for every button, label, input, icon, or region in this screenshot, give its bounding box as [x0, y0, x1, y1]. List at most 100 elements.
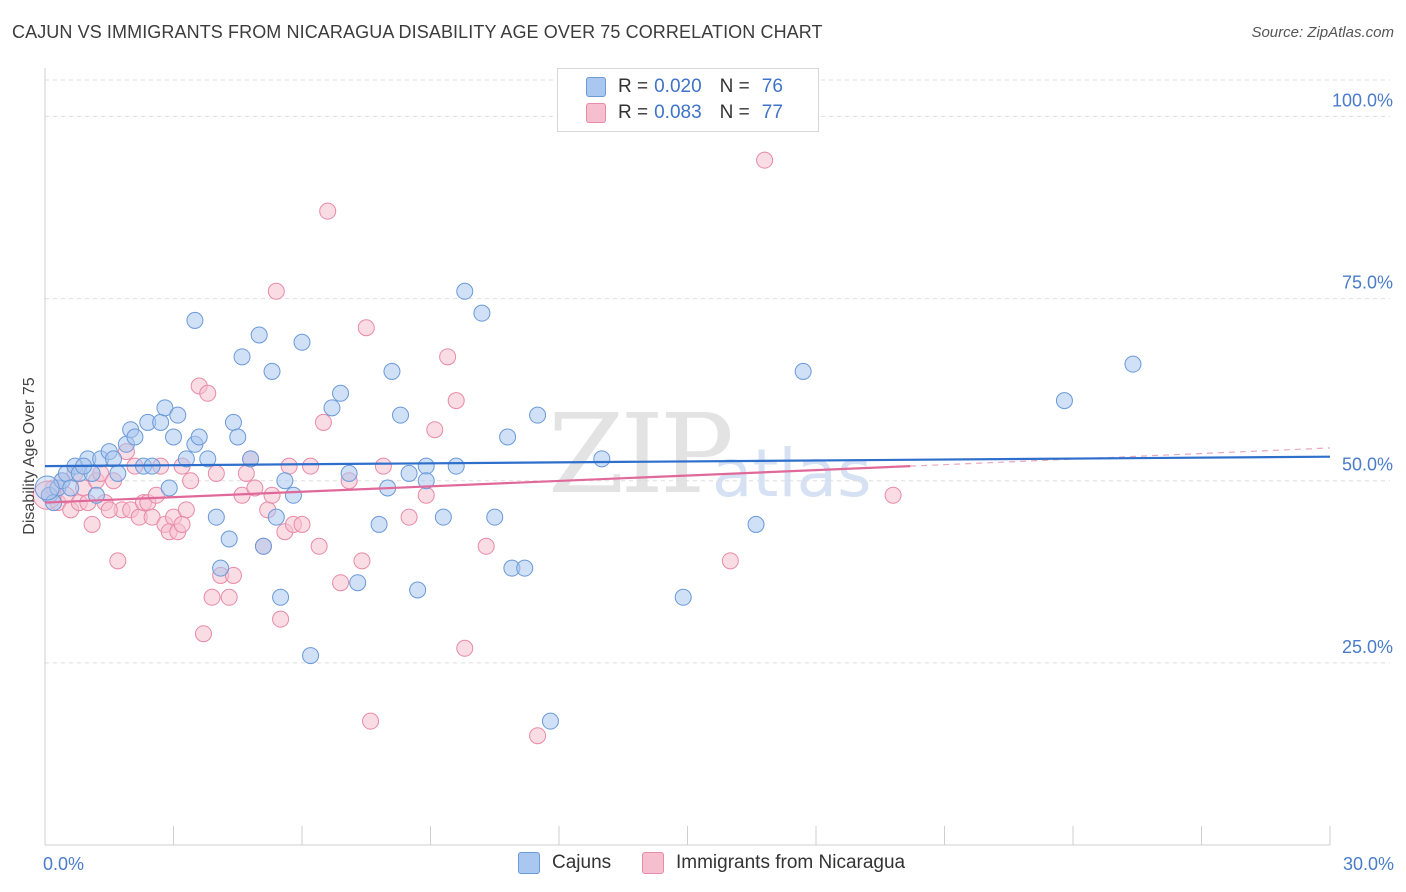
data-point-cajuns — [177, 450, 195, 468]
data-point-nicaragua — [439, 348, 457, 366]
data-point-cajuns — [302, 647, 320, 665]
chart-title: CAJUN VS IMMIGRANTS FROM NICARAGUA DISAB… — [12, 22, 823, 42]
legend-label-cajuns: Cajuns — [552, 852, 612, 873]
data-point-nicaragua — [447, 392, 465, 410]
data-point-nicaragua — [374, 457, 392, 475]
trend-line-cajuns — [44, 455, 1331, 468]
data-point-nicaragua — [353, 552, 371, 570]
legend-item-cajuns: Cajuns — [518, 852, 611, 874]
data-point-nicaragua — [263, 486, 281, 504]
data-point-cajuns — [392, 406, 410, 424]
data-point-cajuns — [169, 406, 187, 424]
trend-line-nicaragua-extension — [910, 447, 1331, 467]
data-point-nicaragua — [194, 625, 212, 643]
data-point-cajuns — [417, 457, 435, 475]
legend-row-cajuns: R = 0.020 N = 76 — [586, 75, 783, 99]
trend-line-nicaragua — [44, 465, 911, 504]
data-point-cajuns — [486, 508, 504, 526]
data-point-nicaragua — [293, 515, 311, 533]
data-point-cajuns — [250, 326, 268, 344]
data-point-cajuns — [156, 399, 174, 417]
data-point-cajuns — [447, 457, 465, 475]
axes — [44, 68, 1331, 846]
data-point-cajuns — [190, 428, 208, 446]
data-point-cajuns — [254, 537, 272, 555]
data-point-cajuns — [160, 479, 178, 497]
data-point-cajuns — [126, 428, 144, 446]
data-point-nicaragua — [417, 486, 435, 504]
data-point-cajuns — [674, 588, 692, 606]
data-point-nicaragua — [267, 282, 285, 300]
data-point-nicaragua — [109, 552, 127, 570]
data-point-nicaragua — [400, 508, 418, 526]
watermark-zip: ZIP — [548, 390, 734, 518]
legend-swatch-pink — [642, 852, 664, 874]
data-point-nicaragua — [884, 486, 902, 504]
x-tick-label-max: 30.0% — [1343, 854, 1394, 874]
legend-r-value: 0.020 — [654, 76, 702, 97]
data-point-cajuns — [516, 559, 534, 577]
data-point-nicaragua — [173, 515, 191, 533]
data-point-nicaragua — [332, 574, 350, 592]
legend-n-label: N = — [719, 76, 750, 97]
data-point-nicaragua — [237, 464, 255, 482]
data-point-cajuns — [284, 486, 302, 504]
tick-labels: 25.0% 50.0% 75.0% 100.0% 0.0% 30.0% — [43, 90, 1394, 874]
legend-label-nicaragua: Immigrants from Nicaragua — [676, 852, 906, 873]
data-point-cajuns — [370, 515, 388, 533]
legend-r-label: R = — [618, 102, 649, 123]
data-point-nicaragua — [357, 319, 375, 337]
y-tick-label: 75.0% — [1342, 273, 1393, 293]
y-tick-label: 50.0% — [1342, 455, 1393, 475]
data-point-cajuns — [541, 712, 559, 730]
data-point-nicaragua — [280, 457, 298, 475]
data-point-cajuns — [186, 311, 204, 329]
data-point-nicaragua — [319, 202, 337, 220]
data-point-cajuns — [499, 428, 517, 446]
data-point-cajuns — [323, 399, 341, 417]
data-point-cajuns — [233, 348, 251, 366]
data-point-cajuns — [105, 450, 123, 468]
y-tick-label: 100.0% — [1332, 90, 1393, 110]
data-point-cajuns — [267, 508, 285, 526]
data-point-cajuns — [224, 413, 242, 431]
data-point-nicaragua — [426, 421, 444, 439]
data-point-nicaragua — [272, 610, 290, 628]
data-point-cajuns — [165, 428, 182, 446]
data-point-cajuns — [212, 559, 230, 577]
y-tick-label: 25.0% — [1342, 637, 1393, 657]
data-point-nicaragua — [756, 151, 774, 169]
data-point-cajuns — [409, 581, 427, 599]
series-legend: Cajuns Immigrants from Nicaragua — [0, 852, 1406, 878]
data-point-cajuns — [400, 464, 418, 482]
data-point-nicaragua — [302, 457, 320, 475]
legend-swatch-blue — [586, 77, 606, 97]
series-immigrants-from-nicaragua — [32, 151, 902, 745]
data-point-cajuns — [272, 588, 290, 606]
data-point-nicaragua — [456, 639, 474, 657]
data-point-cajuns — [473, 304, 491, 322]
data-point-nicaragua — [182, 472, 200, 490]
data-point-cajuns — [794, 362, 812, 380]
correlation-legend: R = 0.020 N = 76 R = 0.083 N = 77 — [557, 68, 819, 132]
data-point-cajuns — [276, 472, 294, 490]
data-point-cajuns — [434, 508, 452, 526]
data-point-cajuns — [293, 333, 311, 351]
legend-row-nicaragua: R = 0.083 N = 77 — [586, 101, 783, 125]
grid-lines — [45, 79, 1390, 664]
data-point-cajuns — [220, 530, 238, 548]
data-point-cajuns — [152, 413, 170, 431]
data-point-nicaragua — [477, 537, 495, 555]
data-point-nicaragua — [721, 552, 739, 570]
series-cajuns — [34, 282, 1142, 730]
legend-r-value: 0.083 — [654, 102, 702, 123]
legend-n-label: N = — [719, 102, 750, 123]
data-point-nicaragua — [362, 712, 380, 730]
data-point-cajuns — [593, 450, 611, 468]
data-point-cajuns — [229, 428, 247, 446]
legend-item-nicaragua: Immigrants from Nicaragua — [642, 852, 905, 874]
data-point-cajuns — [1055, 392, 1073, 410]
data-point-cajuns — [62, 479, 80, 497]
data-point-nicaragua — [529, 727, 547, 745]
legend-swatch-blue — [518, 852, 540, 874]
